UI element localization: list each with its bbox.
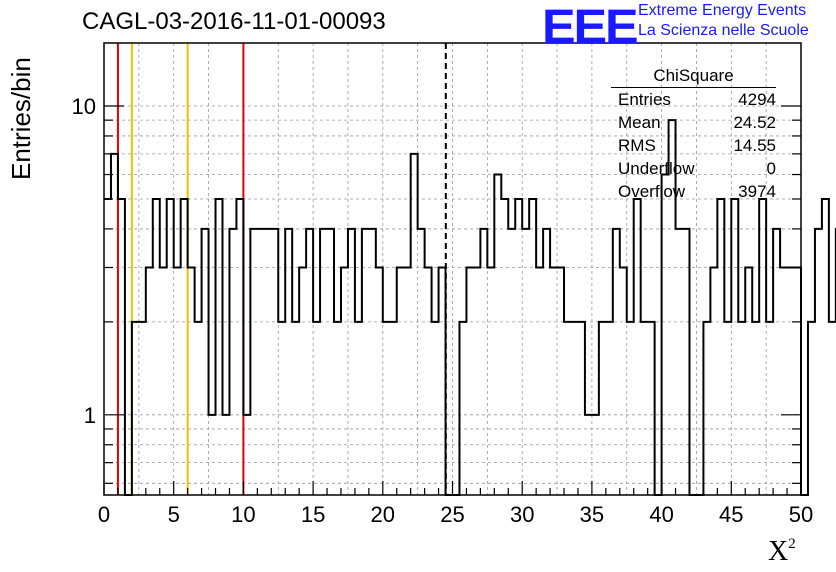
stats-row-overflow: Overflow 3974 — [611, 180, 776, 203]
x-tick-label: 40 — [649, 502, 673, 527]
stats-value: 24.52 — [733, 113, 776, 132]
x-tick-label: 30 — [510, 502, 534, 527]
stats-value: 0 — [766, 159, 776, 178]
plot-frame — [103, 42, 802, 496]
stats-row-mean: Mean 24.52 — [611, 111, 776, 134]
x-tick-label: 25 — [440, 502, 464, 527]
y-tick-labels: 1 10 — [72, 94, 96, 428]
x-tick-label: 10 — [231, 502, 255, 527]
stats-label: Overflow — [618, 182, 686, 201]
x-tick-label: 50 — [789, 502, 813, 527]
chart-title: CAGL-03-2016-11-01-00093 — [82, 8, 386, 35]
axis-ticks — [103, 105, 802, 495]
y-tick-label: 1 — [84, 403, 96, 428]
stats-box: ChiSquare Entries 4294 Mean 24.52 RMS 14.55… — [611, 66, 776, 203]
stats-label: Entries — [618, 90, 671, 109]
stats-label: Underflow — [618, 159, 695, 178]
x-tick-label: 15 — [301, 502, 325, 527]
stats-label: Mean — [618, 113, 661, 132]
stats-row-entries: Entries 4294 — [611, 88, 776, 111]
y-axis-label: Entries/bin — [6, 57, 36, 180]
x-tick-label: 45 — [719, 502, 743, 527]
x-tick-label: 5 — [168, 502, 180, 527]
logo-subtitle-line1: Extreme Energy Events — [638, 2, 807, 19]
x-axis-label: X2 — [768, 536, 796, 568]
stats-row-rms: RMS 14.55 — [611, 134, 776, 157]
stats-title: ChiSquare — [611, 66, 776, 88]
x-tick-label: 35 — [580, 502, 604, 527]
stats-label: RMS — [618, 136, 656, 155]
x-axis-label-base: X — [768, 536, 789, 567]
eee-logo: EEE — [542, 1, 639, 54]
stats-row-underflow: Underflow 0 — [611, 157, 776, 180]
x-tick-label: 20 — [371, 502, 395, 527]
stats-value: 14.55 — [733, 136, 776, 155]
logo-subtitle-line2: La Scienza nelle Scuole — [638, 22, 809, 39]
y-tick-label: 10 — [72, 94, 96, 119]
histogram-series — [104, 119, 836, 496]
stats-value: 3974 — [738, 182, 776, 201]
x-tick-labels: 0 5 10 15 20 25 30 35 40 45 50 — [98, 502, 813, 527]
x-axis-label-superscript: 2 — [788, 536, 796, 552]
x-tick-label: 0 — [98, 502, 110, 527]
stats-value: 4294 — [738, 90, 776, 109]
